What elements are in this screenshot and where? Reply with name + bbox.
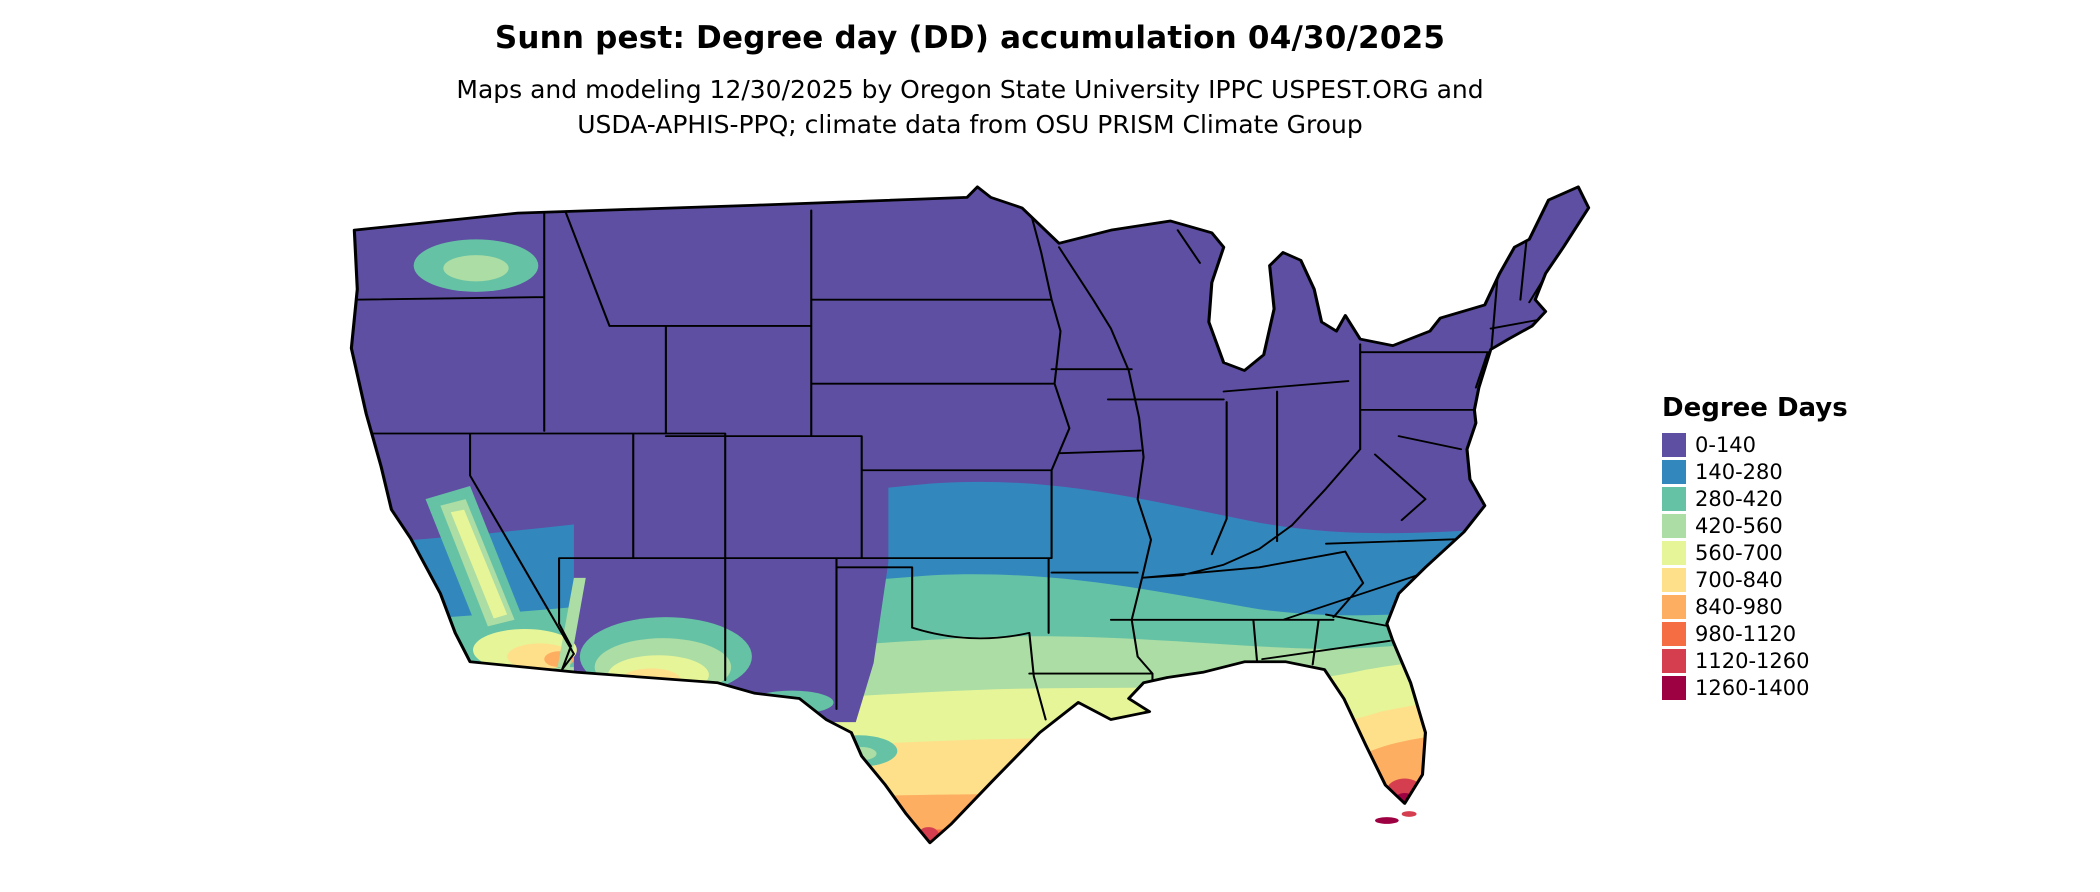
us-degree-day-map xyxy=(295,158,1645,873)
legend-item: 560-700 xyxy=(1662,541,1848,565)
map-patch-coloradoriver-green xyxy=(557,577,586,670)
legend-swatch-420-560 xyxy=(1662,514,1686,538)
legend-item: 840-980 xyxy=(1662,595,1848,619)
us-outline xyxy=(349,185,1591,845)
legend-title: Degree Days xyxy=(1662,393,1848,423)
legend-item: 280-420 xyxy=(1662,487,1848,511)
legend-item: 1260-1400 xyxy=(1662,676,1848,700)
state-borders xyxy=(353,206,1550,721)
legend-item: 1120-1260 xyxy=(1662,649,1848,673)
legend-label: 280-420 xyxy=(1695,486,1783,511)
legend-swatch-700-840 xyxy=(1662,568,1686,592)
legend-item: 420-560 xyxy=(1662,514,1848,538)
legend-item: 980-1120 xyxy=(1662,622,1848,646)
legend-label: 0-140 xyxy=(1695,432,1757,457)
legend-swatch-140-280 xyxy=(1662,460,1686,484)
map-patch-cavalley-yellow xyxy=(450,509,508,619)
legend-label: 560-700 xyxy=(1695,540,1783,565)
map-patch-ewash-green xyxy=(443,255,509,282)
legend-label: 980-1120 xyxy=(1695,621,1797,646)
map-title: Sunn pest: Degree day (DD) accumulation … xyxy=(494,20,1446,56)
legend-label: 420-560 xyxy=(1695,513,1783,538)
map-subtitle-line1: Maps and modeling 12/30/2025 by Oregon S… xyxy=(456,75,1484,104)
legend-swatch-560-700 xyxy=(1662,541,1686,565)
map-florida-keys-west xyxy=(1375,817,1399,824)
legend-swatch-0-140 xyxy=(1662,433,1686,457)
legend-item: 700-840 xyxy=(1662,568,1848,592)
legend-swatch-840-980 xyxy=(1662,595,1686,619)
legend-label: 140-280 xyxy=(1695,459,1783,484)
legend-label: 840-980 xyxy=(1695,594,1783,619)
figure-header: Sunn pest: Degree day (DD) accumulation … xyxy=(0,20,1940,142)
legend-item: 140-280 xyxy=(1662,460,1848,484)
legend-label: 700-840 xyxy=(1695,567,1783,592)
legend-label: 1120-1260 xyxy=(1695,648,1810,673)
map-florida-keys-east xyxy=(1401,811,1417,817)
legend-swatch-980-1120 xyxy=(1662,622,1686,646)
map-rockies-low-dd-overlay xyxy=(573,186,889,723)
map-subtitle-line2: USDA-APHIS-PPQ; climate data from OSU PR… xyxy=(577,110,1363,139)
legend: Degree Days 0-140 140-280 280-420 420-56… xyxy=(1662,393,1848,703)
legend-item: 0-140 xyxy=(1662,433,1848,457)
legend-swatch-1120-1260 xyxy=(1662,649,1686,673)
map-band-840-980 xyxy=(351,722,1559,843)
legend-swatch-280-420 xyxy=(1662,487,1686,511)
legend-swatch-1260-1400 xyxy=(1662,676,1686,700)
map-color-fills xyxy=(351,186,1589,843)
legend-label: 1260-1400 xyxy=(1695,675,1810,700)
map-subtitle: Maps and modeling 12/30/2025 by Oregon S… xyxy=(0,72,1940,142)
us-map-svg xyxy=(349,185,1591,845)
